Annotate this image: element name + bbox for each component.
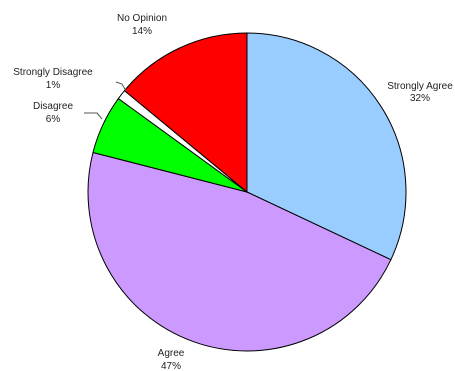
pct-strongly-agree: 32% [410,93,430,104]
pie-slice-strongly-agree [246,32,407,261]
leader-line-strongly-disagree [115,81,127,92]
pie-slices [87,32,407,352]
label-no-opinion: No Opinion [117,13,167,24]
pct-disagree: 6% [46,114,61,125]
label-strongly-agree: Strongly Agree [387,81,453,92]
leader-line-disagree [84,112,103,120]
label-agree: Agree [158,348,185,359]
label-disagree: Disagree [33,101,73,112]
leader-lines [84,81,127,120]
pie-slice-agree [87,151,392,352]
slice-labels: Strongly Agree 32% Agree 47% Disagree 6%… [13,13,453,371]
pct-agree: 47% [161,361,181,371]
pie-slice-no-opinion [123,32,248,194]
label-strongly-disagree: Strongly Disagree [13,67,93,78]
pct-no-opinion: 14% [132,26,152,37]
pct-strongly-disagree: 1% [46,80,61,91]
